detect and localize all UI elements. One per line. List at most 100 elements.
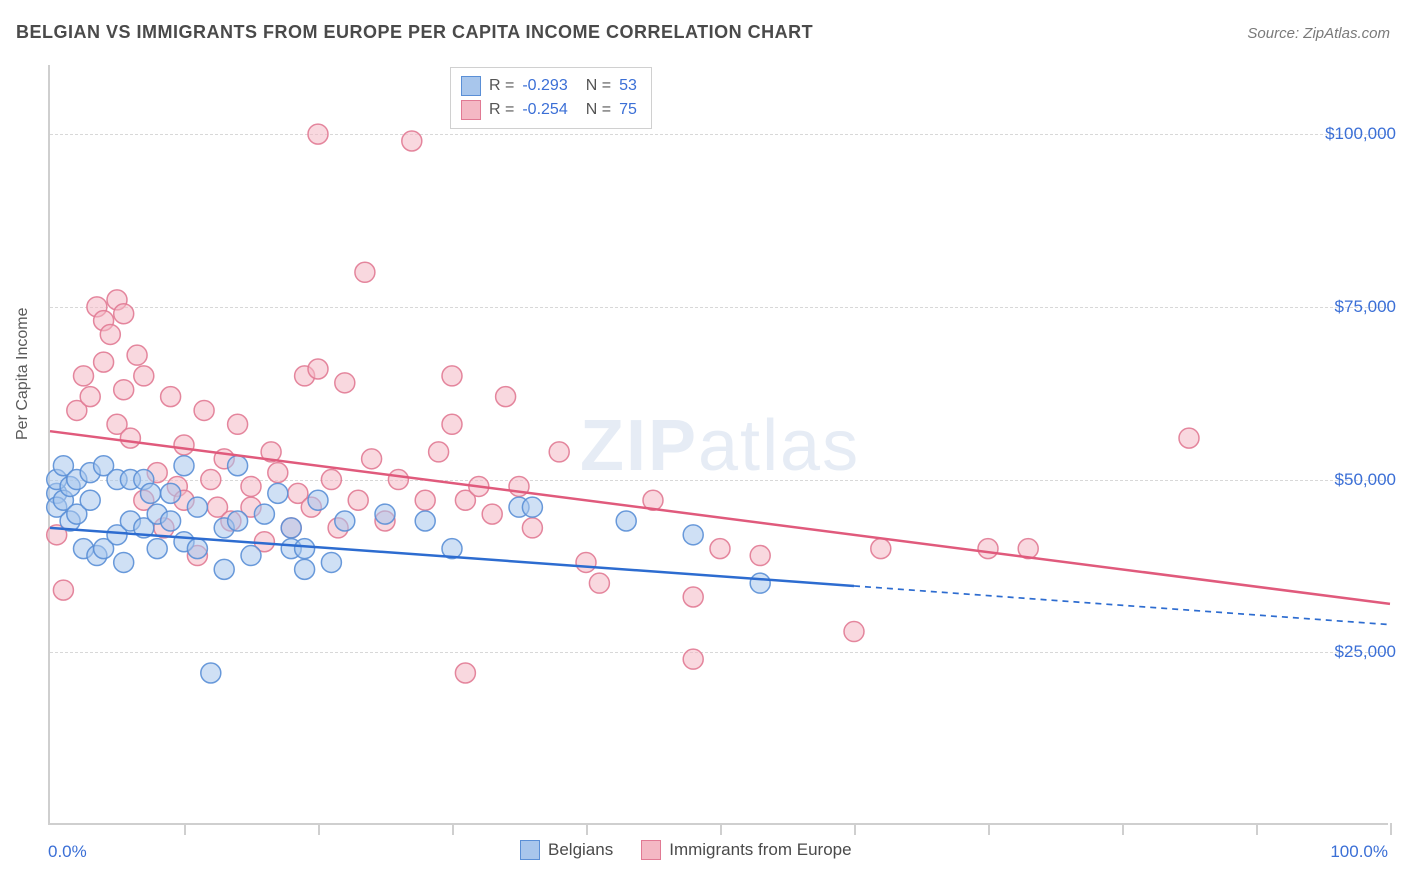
immigrants-point — [362, 449, 382, 469]
n-value-belgians: 53 — [619, 74, 637, 98]
source-label: Source: ZipAtlas.com — [1247, 25, 1390, 42]
belgians-point — [114, 552, 134, 572]
chart-title: BELGIAN VS IMMIGRANTS FROM EUROPE PER CA… — [16, 22, 813, 43]
belgians-point — [147, 539, 167, 559]
x-tick — [1390, 823, 1392, 835]
belgians-point — [214, 559, 234, 579]
y-axis-label: Per Capita Income — [14, 307, 32, 440]
y-tick-label: $100,000 — [1325, 124, 1396, 144]
belgians-point — [174, 456, 194, 476]
immigrants-point — [321, 470, 341, 490]
belgians-point — [241, 546, 261, 566]
legend-swatch-belgians — [461, 76, 481, 96]
x-tick-max: 100.0% — [1330, 842, 1388, 862]
scatter-plot-svg — [50, 65, 1388, 823]
immigrants-point — [522, 518, 542, 538]
immigrants-point — [496, 387, 516, 407]
belgians-point — [268, 483, 288, 503]
belgians-point — [415, 511, 435, 531]
immigrants-point — [978, 539, 998, 559]
belgians-point — [375, 504, 395, 524]
immigrants-point — [576, 552, 596, 572]
belgians-point — [750, 573, 770, 593]
belgians-point — [522, 497, 542, 517]
immigrants-point — [683, 649, 703, 669]
immigrants-point — [335, 373, 355, 393]
n-label: N = — [586, 74, 611, 98]
r-value-immigrants: -0.254 — [522, 98, 567, 122]
belgians-point — [187, 539, 207, 559]
belgians-point — [321, 552, 341, 572]
belgians-point — [80, 490, 100, 510]
r-label: R = — [489, 74, 514, 98]
series-legend-item-immigrants: Immigrants from Europe — [641, 840, 851, 860]
legend-swatch-immigrants — [461, 100, 481, 120]
belgians-point — [308, 490, 328, 510]
immigrants-point — [455, 663, 475, 683]
immigrants-point — [161, 387, 181, 407]
immigrants-point — [308, 124, 328, 144]
legend-row-belgians: R = -0.293 N = 53 — [461, 74, 637, 98]
belgians-point — [141, 483, 161, 503]
immigrants-point — [683, 587, 703, 607]
belgians-point — [254, 504, 274, 524]
immigrants-point — [120, 428, 140, 448]
immigrants-point — [844, 622, 864, 642]
immigrants-point — [94, 352, 114, 372]
series-label-immigrants: Immigrants from Europe — [669, 840, 851, 860]
series-legend-item-belgians: Belgians — [520, 840, 613, 860]
belgians-trendline-extrapolated — [854, 586, 1390, 625]
belgians-point — [281, 518, 301, 538]
series-swatch-immigrants — [641, 840, 661, 860]
immigrants-point — [127, 345, 147, 365]
immigrants-point — [114, 380, 134, 400]
series-legend: Belgians Immigrants from Europe — [520, 840, 852, 860]
x-tick — [184, 823, 186, 835]
y-tick-label: $75,000 — [1335, 297, 1396, 317]
immigrants-point — [80, 387, 100, 407]
immigrants-point — [174, 435, 194, 455]
immigrants-point — [388, 470, 408, 490]
belgians-point — [161, 483, 181, 503]
belgians-point — [295, 559, 315, 579]
belgians-point — [201, 663, 221, 683]
immigrants-point — [53, 580, 73, 600]
immigrants-point — [589, 573, 609, 593]
n-value-immigrants: 75 — [619, 98, 637, 122]
x-tick — [854, 823, 856, 835]
legend-row-immigrants: R = -0.254 N = 75 — [461, 98, 637, 122]
r-value-belgians: -0.293 — [522, 74, 567, 98]
x-tick — [988, 823, 990, 835]
immigrants-point — [429, 442, 449, 462]
immigrants-point — [549, 442, 569, 462]
immigrants-point — [100, 324, 120, 344]
series-label-belgians: Belgians — [548, 840, 613, 860]
immigrants-point — [442, 366, 462, 386]
immigrants-point — [442, 414, 462, 434]
immigrants-point — [74, 366, 94, 386]
belgians-point — [616, 511, 636, 531]
immigrants-point — [268, 463, 288, 483]
source-name: ZipAtlas.com — [1303, 25, 1390, 42]
belgians-point — [295, 539, 315, 559]
y-tick-label: $25,000 — [1335, 642, 1396, 662]
correlation-legend: R = -0.293 N = 53 R = -0.254 N = 75 — [450, 67, 652, 129]
immigrants-point — [750, 546, 770, 566]
n-label: N = — [586, 98, 611, 122]
chart-plot-area: ZIPatlas R = -0.293N = 53R = -0.254N = 7… — [48, 65, 1388, 825]
immigrants-point — [348, 490, 368, 510]
immigrants-point — [228, 414, 248, 434]
immigrants-point — [308, 359, 328, 379]
source-prefix: Source: — [1247, 25, 1303, 42]
immigrants-point — [482, 504, 502, 524]
x-tick — [1256, 823, 1258, 835]
x-tick — [586, 823, 588, 835]
series-swatch-belgians — [520, 840, 540, 860]
immigrants-point — [355, 262, 375, 282]
immigrants-point — [415, 490, 435, 510]
immigrants-point — [871, 539, 891, 559]
r-label: R = — [489, 98, 514, 122]
immigrants-point — [194, 400, 214, 420]
y-tick-label: $50,000 — [1335, 470, 1396, 490]
immigrants-point — [710, 539, 730, 559]
